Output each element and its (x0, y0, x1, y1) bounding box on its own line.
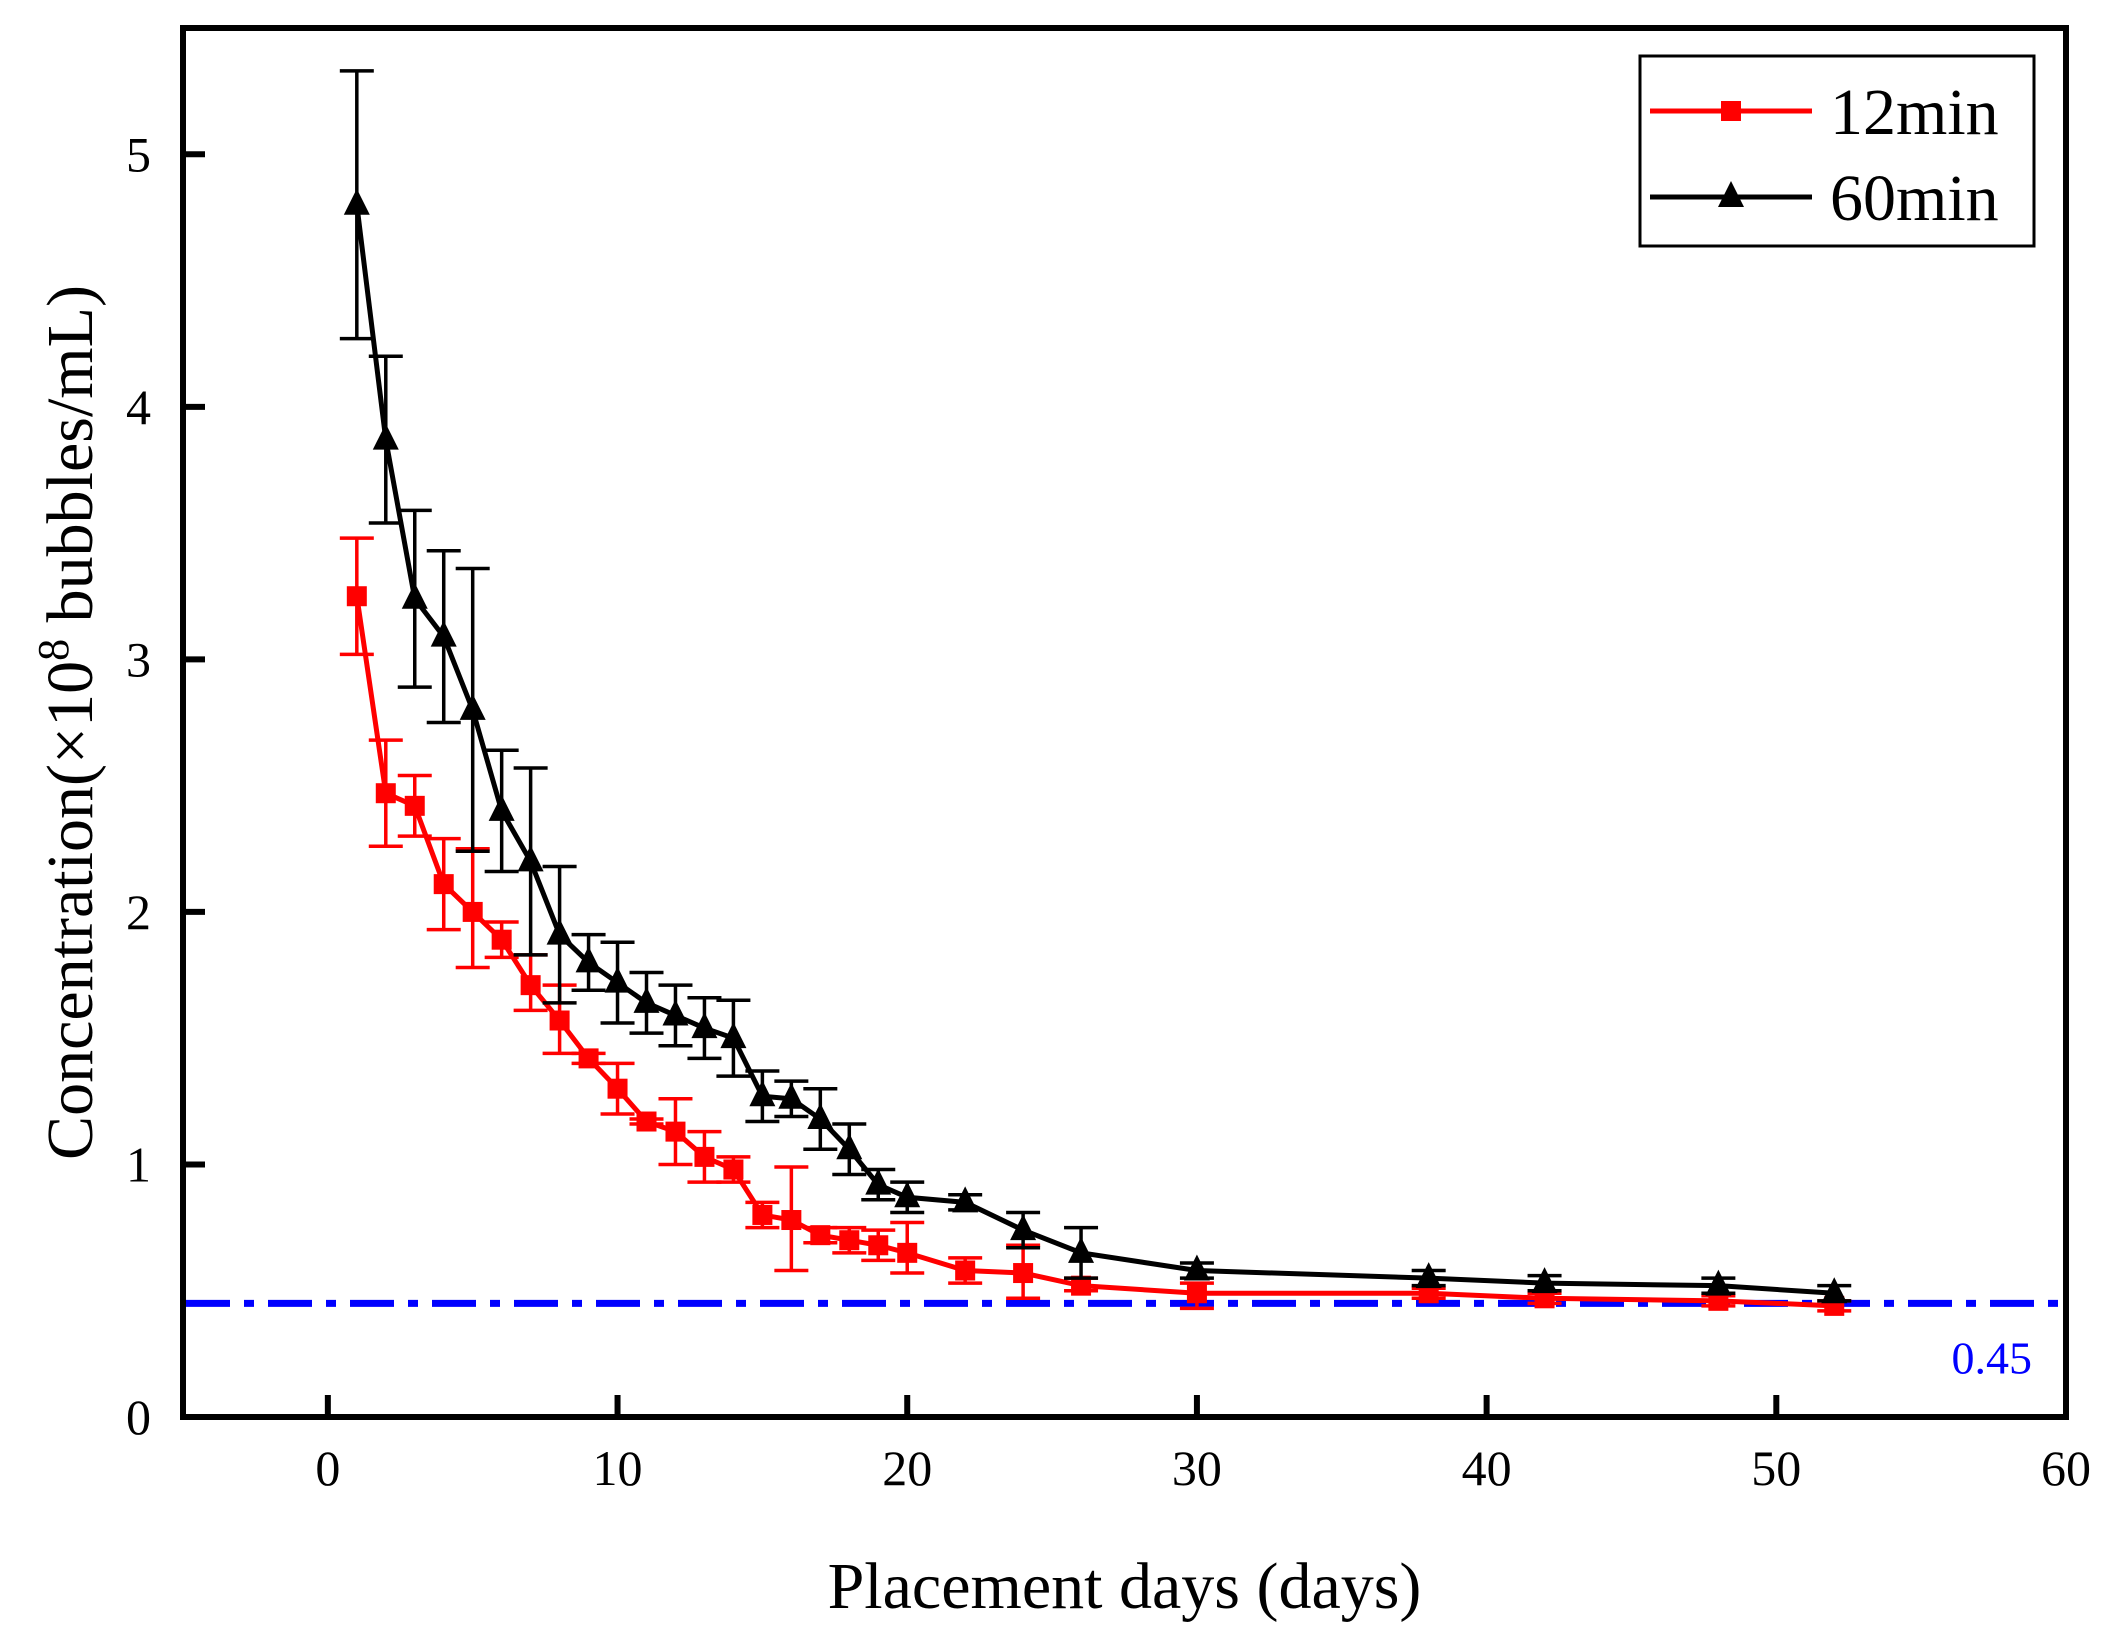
data-point-60min (604, 966, 631, 993)
series-60min (339, 69, 1852, 1304)
y-tick-label: 2 (126, 884, 151, 940)
plot-area-frame (180, 25, 2069, 1420)
data-point-12min (491, 929, 512, 950)
y-axis-title-suffix: bubbles/mL) (34, 285, 107, 639)
data-point-60min (575, 946, 602, 973)
x-tick-label: 50 (1751, 1440, 1801, 1496)
x-tick-label: 10 (593, 1440, 643, 1496)
data-point-12min (810, 1225, 831, 1246)
data-point-60min (807, 1102, 834, 1129)
y-tick-label: 5 (126, 126, 151, 182)
series-12min (339, 536, 1852, 1316)
legend-marker-12min (1721, 101, 1741, 121)
legend: 12min 60min (1638, 54, 2036, 248)
reference-line-label: 0.45 (1952, 1332, 2033, 1383)
data-point-60min (1010, 1214, 1037, 1241)
series-group (339, 69, 1852, 1316)
data-point-12min (578, 1048, 599, 1069)
data-point-60min (488, 794, 515, 821)
data-point-12min (665, 1121, 686, 1142)
y-axis-title-multiplier: ×10 (34, 661, 107, 764)
y-axis-title-prefix: Concentration( (34, 764, 107, 1160)
data-point-12min (723, 1159, 744, 1180)
legend-box (1638, 54, 2036, 248)
data-point-60min (546, 918, 573, 945)
x-tick-label: 0 (315, 1440, 340, 1496)
data-point-12min (1186, 1283, 1207, 1304)
data-point-12min (636, 1111, 657, 1132)
data-point-60min (778, 1082, 805, 1109)
series-line-12min (354, 595, 1835, 1309)
data-point-12min (404, 795, 425, 816)
data-point-60min (1531, 1267, 1558, 1294)
data-point-60min (720, 1022, 747, 1049)
data-point-60min (836, 1133, 863, 1160)
data-point-12min (839, 1230, 860, 1251)
y-tick-label: 3 (126, 631, 151, 687)
data-point-12min (1534, 1288, 1555, 1309)
y-tick-label: 4 (126, 379, 151, 435)
data-point-60min (343, 188, 370, 215)
data-point-60min (633, 986, 660, 1013)
data-point-12min (781, 1210, 802, 1231)
data-point-12min (752, 1204, 773, 1225)
data-point-60min (662, 999, 689, 1026)
data-point-12min (1418, 1283, 1439, 1304)
data-point-12min (433, 874, 454, 895)
data-point-60min (459, 693, 486, 720)
data-point-60min (1415, 1262, 1442, 1289)
data-point-12min (607, 1078, 628, 1099)
data-point-12min (462, 901, 483, 922)
data-point-12min (346, 586, 367, 607)
data-point-12min (549, 1010, 570, 1031)
data-point-12min (375, 783, 396, 804)
data-point-60min (865, 1168, 892, 1195)
data-point-12min (694, 1146, 715, 1167)
data-point-60min (401, 582, 428, 609)
y-axis-title-exponent: 8 (29, 639, 78, 661)
data-point-60min (952, 1186, 979, 1213)
data-point-60min (372, 423, 399, 450)
legend-label-12min: 12min (1830, 76, 1999, 149)
data-point-12min (1708, 1290, 1729, 1311)
y-tick-label: 0 (126, 1389, 151, 1445)
x-axis-title: Placement days (days) (828, 1550, 1422, 1623)
data-point-12min (868, 1235, 889, 1256)
y-tick-label: 1 (126, 1136, 151, 1192)
x-tick-label: 40 (1462, 1440, 1512, 1496)
data-point-12min (1013, 1263, 1034, 1284)
data-point-60min (1068, 1236, 1095, 1263)
series-line-60min (354, 204, 1835, 1296)
legend-label-60min: 60min (1830, 162, 1999, 235)
data-point-12min (1071, 1275, 1092, 1296)
x-tick-label: 20 (882, 1440, 932, 1496)
data-point-12min (955, 1260, 976, 1281)
data-point-60min (1821, 1277, 1848, 1304)
axes-group: 0 10 20 30 40 50 60 0 1 2 3 4 5 (126, 126, 2091, 1496)
data-point-60min (430, 620, 457, 647)
x-tick-label: 60 (2041, 1440, 2091, 1496)
y-axis-title: Concentration(×108 bubbles/mL) (29, 285, 107, 1160)
data-point-60min (691, 1012, 718, 1039)
data-point-60min (749, 1080, 776, 1107)
data-point-60min (894, 1181, 921, 1208)
data-point-12min (520, 975, 541, 996)
x-tick-label: 30 (1172, 1440, 1222, 1496)
data-point-60min (1705, 1269, 1732, 1296)
data-point-60min (517, 845, 544, 872)
reference-line-group: 0.45 (186, 1299, 2063, 1383)
legend-marker-60min (1718, 181, 1744, 207)
data-point-60min (1183, 1254, 1210, 1281)
data-point-12min (897, 1242, 918, 1263)
